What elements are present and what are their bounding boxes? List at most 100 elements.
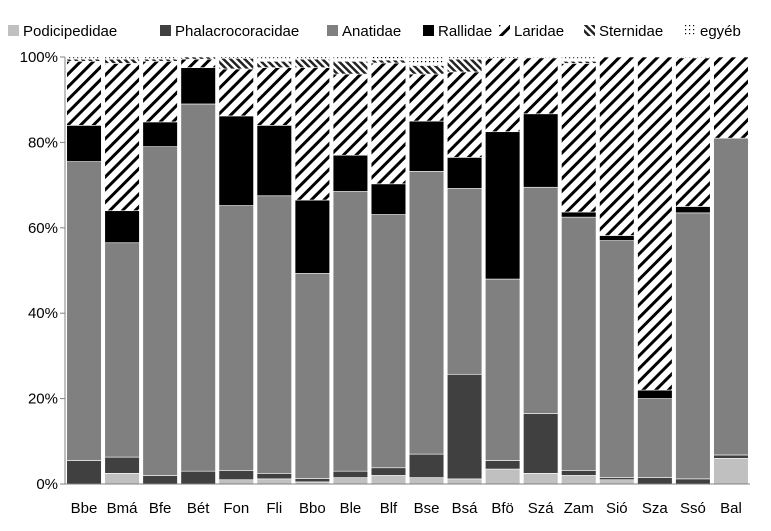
bar-segment [332,470,369,478]
bar-segment [104,58,140,64]
bar-segment [408,73,445,122]
bar-segment [485,278,521,461]
bar-segment [485,57,521,133]
legend-swatch [423,25,434,36]
bar-segment [599,56,635,236]
bar-segment [370,183,407,215]
bar-segment [294,58,330,68]
bar-segment [256,67,292,126]
bar-segment [218,68,254,117]
bar-segment [66,161,102,461]
legend-label: Phalacrocoracidae [175,23,299,40]
bar-segment [675,212,711,480]
bar-segment [104,242,140,458]
legend-label: Laridae [514,23,564,40]
bar-segment [370,475,407,485]
x-tick-label: Bsá [452,500,479,517]
bar-segment [523,57,559,115]
bar-segment [675,478,711,485]
bar-segment [408,171,445,455]
bar-segment [66,60,102,126]
bar-segment [599,479,635,485]
bar-segment [256,473,292,480]
bar-segment [637,398,673,478]
bar-segment [256,60,292,68]
bar-segment [180,67,216,105]
bar-segment [332,56,369,62]
bar-segment [104,56,140,60]
bar-segment [599,240,635,478]
bar-segment [218,205,254,471]
bar-segment [142,56,178,60]
bar-segment [66,58,102,62]
bar-segment [104,210,140,244]
x-tick-label: Bse [414,500,440,517]
legend-label: Anatidae [342,23,401,40]
axes [60,56,750,485]
y-tick-label: 100% [20,49,58,66]
x-tick-label: Blf [380,500,398,517]
bar-segment [66,460,102,485]
bar-segment [408,453,445,478]
bar-segment [637,56,673,391]
bar-segment [523,413,559,474]
legend-swatch [685,25,696,36]
bar-segment [408,65,445,75]
bar-segment [485,56,521,59]
bar-segment [675,206,711,214]
y-tick-label: 60% [28,220,58,237]
bar-segment [675,56,711,59]
bar-segment [523,186,559,414]
bar-segment [446,71,483,158]
legend-swatch [584,25,595,36]
x-tick-label: Bfö [491,500,514,517]
bar-segment [142,475,178,485]
bar-segment [561,60,597,64]
legend-label: egyéb [700,23,741,40]
x-tick-label: Bbe [71,500,98,517]
bar-segment [408,56,445,66]
bar-segment [713,137,749,456]
y-tick-label: 20% [28,391,58,408]
bar-segment [408,477,445,485]
bar-segment [256,195,292,474]
bar-segment [485,460,521,470]
bar-segment [66,56,102,60]
bar-segment [485,131,521,280]
bar-segment [332,477,369,485]
bar-segment [637,389,673,399]
bar-segment [218,470,254,481]
bar-segment [142,60,178,123]
y-tick-label: 40% [28,305,58,322]
bar-segment [446,188,483,375]
bar-segment [446,478,483,485]
bar-segment [408,120,445,172]
x-tick-label: Ssó [680,500,706,517]
x-tick-label: Bal [720,500,742,517]
x-tick-label: Bét [187,500,210,517]
bar-segment [256,478,292,485]
bar-segment [561,216,597,471]
bar-segment [599,477,635,481]
bar-segment [561,63,597,213]
bar-segment [104,63,140,212]
bar-segment [561,56,597,62]
bar-segment [142,146,178,476]
legend-swatch [8,25,19,36]
bar-segment [446,56,483,60]
bar-segment [523,56,559,59]
bar-segment [446,373,483,480]
x-axis-labels: Bbe Bmá Bfe Bét Fon Fli Bbo Ble Blf Bse Bsá Bfö Szá Z… [71,500,742,517]
bar-segment [294,273,330,479]
bar-segment [66,125,102,162]
bar-segment [180,56,216,60]
bar-segment [713,454,749,459]
x-tick-label: Zam [564,500,594,517]
bar-segment [294,199,330,274]
x-tick-label: Bfe [149,500,172,517]
bar-segment [180,103,216,472]
y-tick-label: 80% [28,134,58,151]
legend-swatch [327,25,338,36]
bar-segment [446,157,483,189]
